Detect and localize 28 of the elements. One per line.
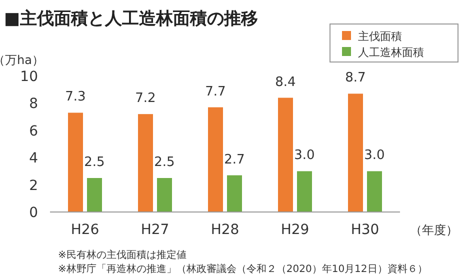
legend-label: 主伐面積 [358,30,402,43]
data-label: 2.7 [224,152,245,168]
ytick: 0 [29,205,38,221]
annotation: ※林野庁「再造林の推進」（林政審議会（令和２（2020）年10月12日）資料６） [58,264,428,275]
xtick: H28 [210,222,240,238]
data-label: 2.5 [84,155,105,170]
ytick: 2 [29,178,38,194]
data-label: 3.0 [364,148,385,164]
ytick: 4 [29,150,38,167]
data-label: 3.0 [294,148,315,164]
data-label: 7.3 [65,90,86,105]
ytick: 8 [29,96,38,112]
xtick: H27 [140,222,170,238]
ylabel: （万ha） [0,53,44,67]
data-label: 2.5 [154,155,175,170]
data-label: 7.2 [135,91,156,106]
xtick: H26 [70,222,100,238]
xtick: H29 [280,222,310,238]
data-label: 7.7 [205,84,226,100]
xtick: H30 [350,222,380,238]
title: ■主伐面積と人工造林面積の推移 [4,9,258,29]
xlabel: （年度） [410,223,458,237]
ytick: 10 [20,69,38,85]
data-label: 8.4 [275,74,296,90]
annotation: ※民有林の主伐面積は推定値 [58,250,186,261]
ytick: 6 [29,123,38,140]
data-label: 8.7 [345,70,366,86]
legend-label: 人工造林面積 [358,46,424,59]
